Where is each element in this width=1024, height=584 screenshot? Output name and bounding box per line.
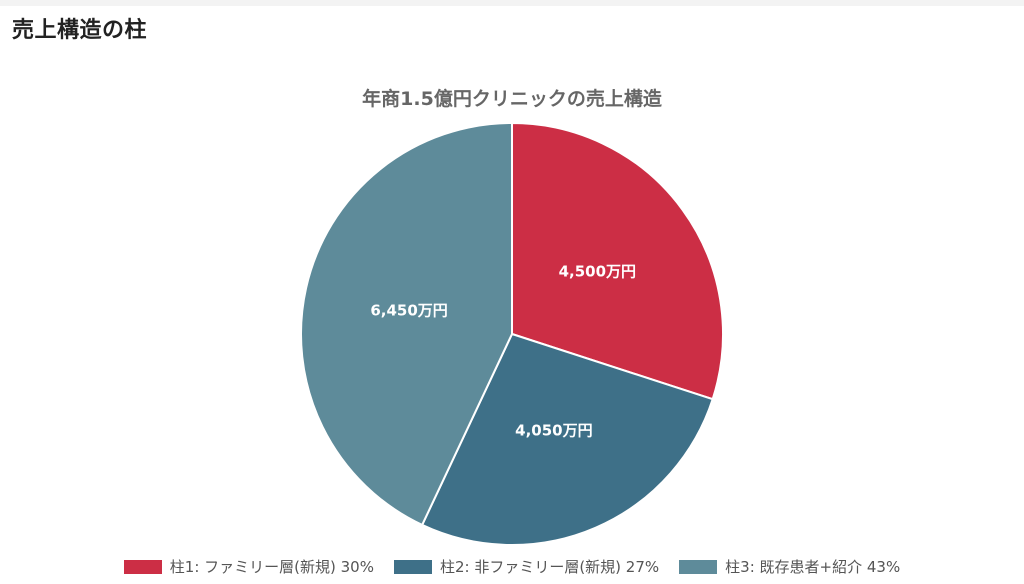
legend-label: 柱3: 既存患者+紹介 43% xyxy=(725,558,901,576)
legend-label: 柱2: 非ファミリー層(新規) 27% xyxy=(439,558,660,576)
pie-slice-pillar-1 xyxy=(511,121,724,401)
legend-item-pillar-1[interactable]: 柱1: ファミリー層(新規) 30% xyxy=(123,556,374,577)
pie-slice-pillar-2 xyxy=(420,332,714,546)
data-label-pillar-1: 4,500万円 xyxy=(559,262,636,280)
top-bar xyxy=(0,0,1024,6)
legend-label: 柱1: ファミリー層(新規) 30% xyxy=(169,558,374,576)
data-label-pillar-2: 4,050万円 xyxy=(515,421,592,439)
data-label-pillar-3: 6,450万円 xyxy=(370,301,447,319)
chart-title: 年商1.5億円クリニックの売上構造 xyxy=(362,88,662,110)
legend-swatch xyxy=(393,559,432,574)
pie-slice-pillar-3 xyxy=(300,121,513,527)
legend-item-pillar-2[interactable]: 柱2: 非ファミリー層(新規) 27% xyxy=(393,556,660,577)
legend-item-pillar-3[interactable]: 柱3: 既存患者+紹介 43% xyxy=(679,556,900,577)
legend-swatch xyxy=(123,559,162,574)
legend-swatch xyxy=(679,559,718,574)
page-title: 売上構造の柱 xyxy=(12,18,148,43)
chart-legend: 柱1: ファミリー層(新規) 30% 柱2: 非ファミリー層(新規) 27% 柱3:… xyxy=(0,556,1024,577)
